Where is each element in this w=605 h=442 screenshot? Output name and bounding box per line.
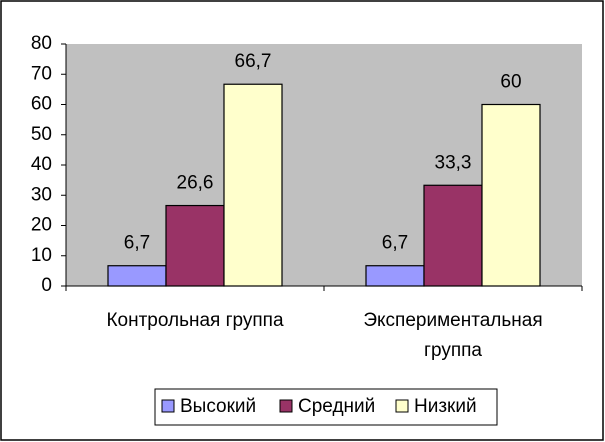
- legend-swatch: [279, 399, 293, 413]
- x-tick-label: Экспериментальная группа: [363, 310, 543, 361]
- y-tick-label: 50: [31, 124, 52, 145]
- bar: [165, 204, 225, 287]
- bar: [365, 265, 425, 287]
- y-tick-label: 80: [31, 33, 52, 54]
- legend-swatch: [395, 399, 409, 413]
- legend-swatch: [161, 399, 175, 413]
- value-label: 6,7: [124, 233, 150, 254]
- y-tick-label: 0: [41, 275, 52, 296]
- legend-label: Средний: [298, 396, 375, 417]
- y-tick-label: 60: [31, 94, 52, 115]
- legend-box: [154, 388, 498, 426]
- bar: [423, 184, 483, 287]
- bar: [481, 103, 541, 287]
- legend-label: Высокий: [180, 396, 256, 417]
- bar: [107, 265, 167, 287]
- y-tick-label: 40: [31, 154, 52, 175]
- y-tick-label: 30: [31, 184, 52, 205]
- y-tick-label: 10: [31, 245, 52, 266]
- value-label: 60: [500, 72, 521, 93]
- value-label: 66,7: [235, 51, 272, 72]
- value-label: 26,6: [177, 173, 214, 194]
- y-tick-label: 20: [31, 215, 52, 236]
- bar: [223, 83, 283, 287]
- value-label: 6,7: [382, 233, 408, 254]
- value-label: 33,3: [435, 152, 472, 173]
- y-tick-label: 70: [31, 63, 52, 84]
- x-tick-label: Контрольная группа: [106, 310, 284, 331]
- legend-label: Низкий: [414, 396, 477, 417]
